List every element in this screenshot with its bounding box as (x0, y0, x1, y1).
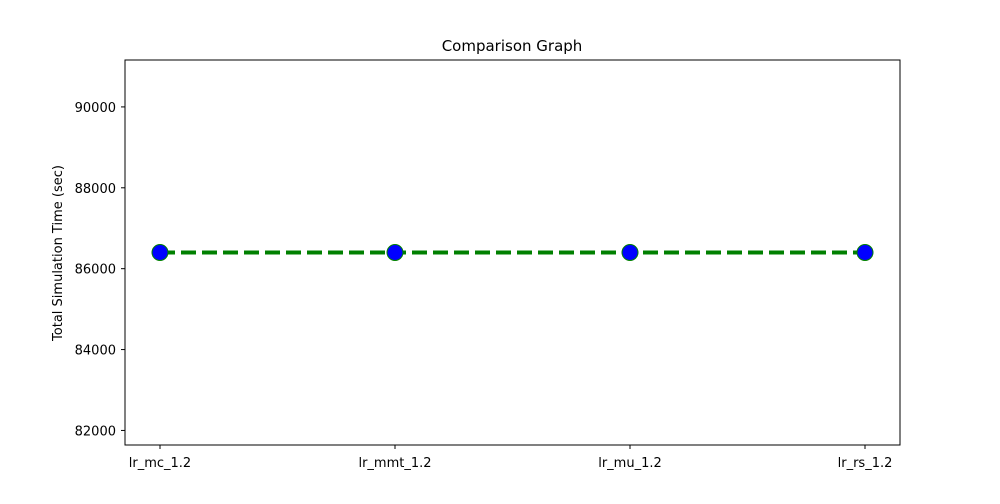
data-point-marker (856, 244, 874, 261)
y-axis-ticks: 82000 84000 86000 88000 90000 (75, 101, 125, 439)
y-axis-label: Total Simulation Time (sec) (51, 165, 66, 342)
x-tick-label: lr_rs_1.2 (838, 456, 893, 471)
x-tick-label: lr_mu_1.2 (598, 456, 662, 471)
x-tick-label: lr_mmt_1.2 (358, 456, 431, 471)
x-axis-ticks: lr_mc_1.2 lr_mmt_1.2 lr_mu_1.2 lr_rs_1.2 (129, 445, 893, 471)
x-tick-label: lr_mc_1.2 (129, 456, 191, 471)
y-tick-label: 90000 (75, 101, 116, 116)
chart-title: Comparison Graph (442, 37, 583, 55)
data-point-marker (386, 244, 404, 261)
data-point-marker (621, 244, 639, 261)
y-tick-label: 82000 (75, 424, 116, 439)
y-tick-label: 84000 (75, 344, 116, 359)
plot-frame (124, 59, 901, 446)
data-point-marker (151, 244, 169, 261)
y-tick-label: 88000 (75, 182, 116, 197)
y-tick-label: 86000 (75, 263, 116, 278)
plot-area (151, 244, 874, 261)
